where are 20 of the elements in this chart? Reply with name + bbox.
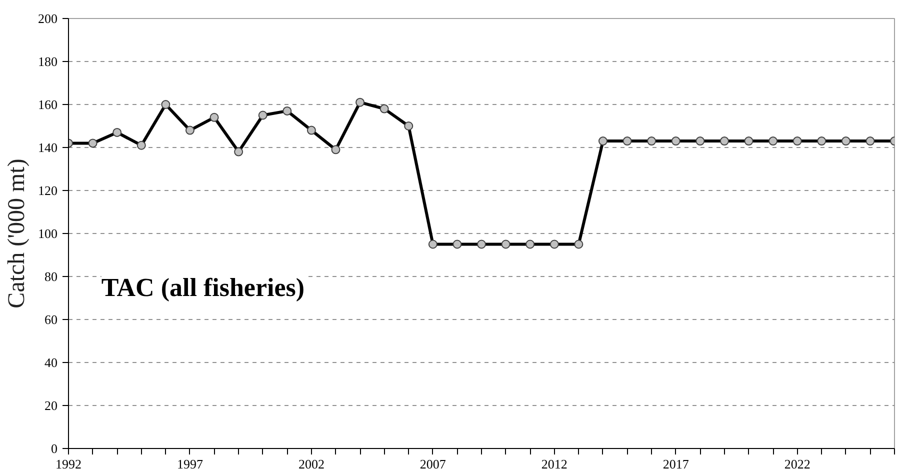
x-tick-label: 2007 [420,456,446,471]
y-tick-label: 200 [38,11,58,26]
y-axis-title: Catch ('000 mt) [4,158,30,308]
y-tick-label: 100 [38,226,58,241]
y-tick-label: 60 [44,312,58,327]
y-tick-label: 120 [38,183,58,198]
x-tick-label: 2022 [784,456,810,471]
y-tick-label: 140 [38,140,58,155]
x-tick-label: 2012 [541,456,568,471]
text: TAC (all fisheries) [101,273,305,302]
y-tick-label: 40 [44,355,58,370]
y-tick-label: 0 [51,441,58,456]
y-tick-label: 80 [44,269,58,284]
x-tick-label: 1997 [176,456,204,471]
x-tick-label: 2017 [662,456,690,471]
x-tick-label: 1992 [56,456,82,471]
y-tick-label: 160 [38,97,58,112]
y-tick-label: 20 [44,398,58,413]
y-tick-label: 180 [38,54,58,69]
x-tick-label: 2002 [298,456,324,471]
